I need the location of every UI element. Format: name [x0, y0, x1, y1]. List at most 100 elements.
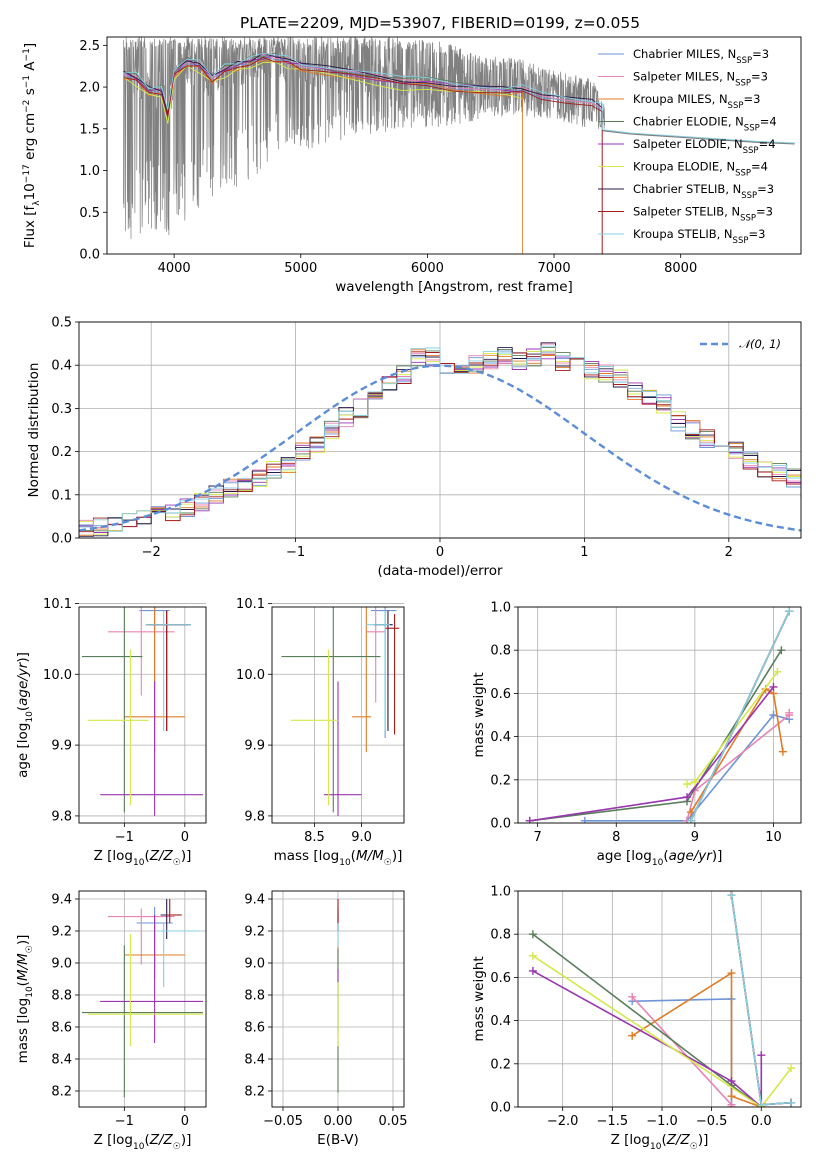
y-tick-label: 0.0 — [490, 1101, 511, 1116]
x-tick-label: 9 — [691, 830, 699, 845]
legend-label-chabrier_stelib: Chabrier STELIB, NSSP=3 — [633, 182, 774, 201]
mass-weight-marker — [787, 1098, 796, 1107]
y-axis-label: mass [log10(M/M☉)] — [15, 935, 35, 1064]
y-tick-label: 1.0 — [490, 601, 511, 616]
y-tick-label: 0.0 — [51, 532, 72, 547]
x-tick-label: 10 — [765, 830, 782, 845]
model-line-salpeter_elodie — [123, 54, 523, 118]
mass-weight-line — [532, 970, 763, 1107]
error-bar-point-kroupa_elodie — [88, 934, 203, 1047]
mass-weight-marker — [528, 951, 537, 960]
y-tick-label: 10.0 — [43, 668, 72, 683]
x-tick-label: −1.0 — [646, 1114, 678, 1129]
model-line-kroupa_stelib — [123, 53, 795, 144]
mass-weight-marker — [785, 708, 794, 717]
y-tick-label: 9.2 — [244, 925, 265, 940]
mass-weight-marker — [727, 1077, 736, 1086]
y-tick-label: 8.4 — [51, 1053, 72, 1068]
y-tick-label: 8.2 — [51, 1085, 72, 1100]
mass-weight-vs-metallicity-panel: −2.0 −1.5 −1.0 −0.5 0.0 0.0 0.2 0.4 0.6 0.8 1.0 Z [… — [471, 885, 802, 1152]
mass-weight-line — [631, 996, 733, 1107]
x-tick-label: −1 — [115, 830, 134, 845]
mass-weight-marker — [787, 1064, 796, 1073]
y-tick-label: 10.0 — [236, 668, 265, 683]
x-tick-label: −0.05 — [263, 1114, 303, 1129]
histogram-chabrier_stelib — [79, 342, 801, 538]
error-bar-point-salpeter_miles — [108, 908, 175, 965]
x-tick-label: 0.0 — [751, 1114, 772, 1129]
mass-weight-series-salpeter_miles — [683, 708, 794, 823]
mass-weight-marker — [628, 992, 637, 1001]
plot-area — [528, 891, 796, 1107]
mass-weight-series-kroupa_elodie — [528, 951, 796, 1107]
error-bar-point-kroupa_elodie — [290, 649, 338, 806]
error-bar-point-salpeter_stelib — [145, 610, 188, 731]
y-tick-label: 9.9 — [244, 739, 265, 754]
mass-weight-marker — [686, 808, 695, 817]
x-tick-label: 8000 — [664, 261, 697, 276]
y-tick-label: 0.2 — [490, 773, 511, 788]
axes-frame — [517, 606, 802, 824]
legend-label-chabrier_miles: Chabrier MILES, NSSP=3 — [633, 47, 769, 66]
y-tick-label: 2.0 — [79, 81, 100, 96]
y-tick-label: 8.6 — [244, 1021, 265, 1036]
plot-area — [123, 37, 795, 254]
axes-frame — [517, 890, 802, 1108]
mass-weight-marker — [580, 816, 589, 823]
y-tick-label: 9.0 — [51, 957, 72, 972]
x-tick-label: −1 — [286, 545, 305, 560]
mass-weight-marker — [773, 667, 782, 676]
y-tick-label: 0.2 — [51, 445, 72, 460]
error-bar-point-kroupa_elodie — [88, 649, 149, 806]
legend-label-salpeter_miles: Salpeter MILES, NSSP=3 — [633, 70, 768, 89]
error-bar-point-kroupa_miles — [352, 607, 371, 753]
mass-weight-marker — [778, 747, 787, 756]
x-tick-label: 5000 — [284, 261, 317, 276]
legend-label-kroupa_elodie: Kroupa ELODIE, NSSP=4 — [633, 160, 768, 179]
age-vs-metallicity-panel: −1 0 9.8 9.9 10.0 10.1 Z [log10(Z/Z☉)] age [log… — [15, 597, 207, 868]
histogram-legend: 𝒩(0, 1) — [700, 337, 781, 351]
spectrum-legend: Chabrier MILES, NSSP=3 Salpeter MILES, NS… — [598, 47, 777, 246]
x-tick-label: −0.5 — [696, 1114, 728, 1129]
x-tick-label: 0 — [436, 545, 444, 560]
legend-label-chabrier_elodie: Chabrier ELODIE, NSSP=4 — [633, 115, 777, 134]
x-axis-label: Z [log10(Z/Z☉)] — [611, 1132, 709, 1152]
x-tick-label: 8.5 — [304, 830, 325, 845]
mass-weight-marker — [683, 780, 692, 789]
x-axis-label: E(B-V) — [317, 1132, 359, 1148]
error-bar-point-kroupa_stelib — [145, 610, 191, 731]
error-bar-point-salpeter_elodie — [100, 915, 203, 1043]
legend-label-salpeter_stelib: Salpeter STELIB, NSSP=3 — [633, 205, 773, 224]
histogram-kroupa_stelib — [79, 345, 801, 538]
x-tick-label: 0 — [181, 830, 189, 845]
y-tick-label: 8.6 — [51, 1021, 72, 1036]
mass-weight-marker — [528, 966, 537, 975]
error-bar-point-chabrier_elodie — [82, 607, 143, 813]
observed-spectrum-tail — [602, 129, 795, 145]
error-bar-point-kroupa_stelib — [157, 923, 200, 987]
x-tick-label: −2.0 — [547, 1114, 579, 1129]
mass-weight-series-kroupa_stelib — [686, 607, 794, 823]
x-tick-label: 4000 — [158, 261, 191, 276]
mass-weight-series-salpeter_elodie — [525, 682, 778, 823]
y-tick-label: 8.8 — [51, 989, 72, 1004]
x-axis-label: mass [log10(M/M☉)] — [274, 848, 403, 868]
y-axis-label: mass weight — [471, 672, 487, 757]
axes-frame — [271, 890, 405, 1108]
histogram-chabrier_miles — [79, 350, 801, 538]
x-axis-label: Z [log10(Z/Z☉)] — [94, 848, 192, 868]
mass-weight-marker — [777, 646, 786, 655]
axes-frame — [271, 606, 405, 824]
y-axis-label: age [log10(age/yr)] — [15, 652, 35, 778]
x-tick-label: 0 — [181, 1114, 189, 1129]
error-bar-point-chabrier_elodie — [281, 607, 381, 813]
histogram-salpeter_stelib — [79, 351, 801, 538]
spectrum-panel: 4000 5000 6000 7000 8000 0.0 0.5 1.0 1.5 2.0 2.5 wa… — [22, 36, 802, 295]
legend-label-normal: 𝒩(0, 1) — [739, 337, 781, 351]
mass-weight-marker — [683, 793, 692, 802]
error-bar-point-chabrier_elodie — [82, 945, 203, 1098]
error-bar-point-salpeter_stelib — [166, 899, 182, 923]
mass-weight-marker — [727, 1103, 736, 1107]
x-tick-label: 2 — [725, 545, 733, 560]
